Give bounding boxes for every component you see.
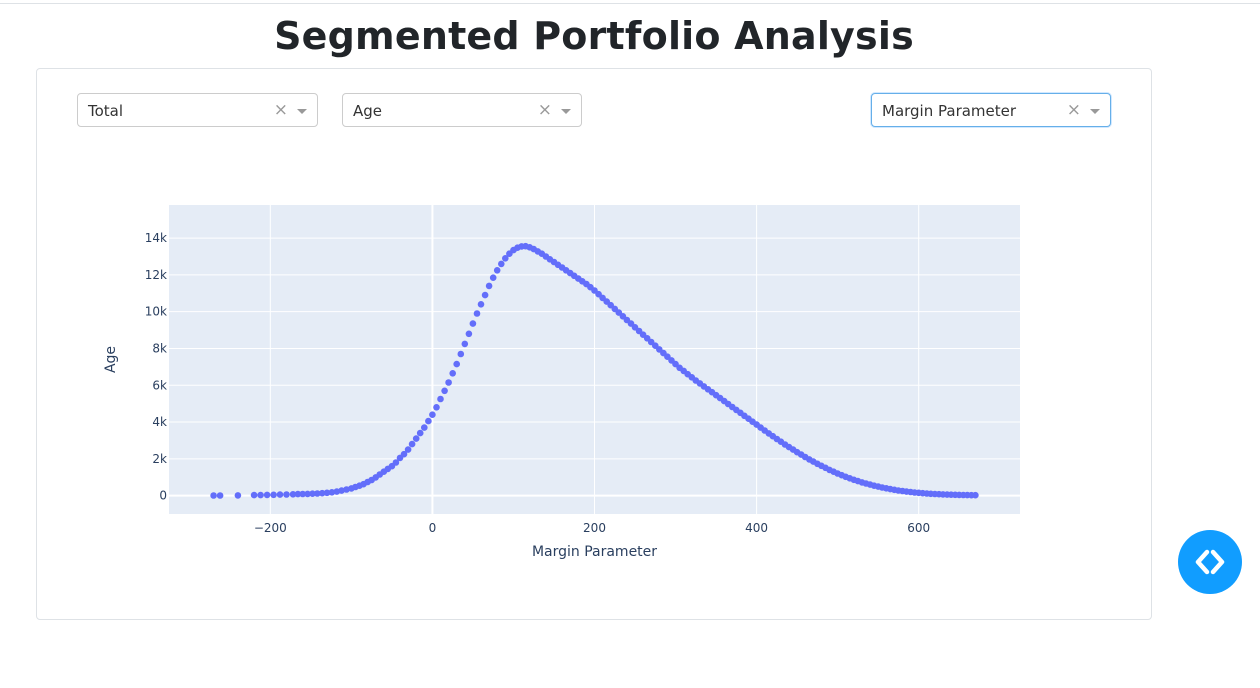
clear-icon[interactable]: × xyxy=(1066,100,1081,120)
y-tick-label: 0 xyxy=(159,489,167,503)
data-point xyxy=(257,491,264,499)
y-tick-label: 14k xyxy=(145,231,167,245)
data-point xyxy=(449,370,457,377)
data-point xyxy=(314,490,321,497)
data-point xyxy=(408,440,416,448)
y-axis-ticks: 0 2k 4k 6k 8k 10k 12k 14k xyxy=(145,231,167,503)
data-point xyxy=(294,490,302,498)
y-tick-label: 8k xyxy=(152,341,167,355)
data-point xyxy=(404,446,412,453)
x-axis-ticks: −200 0 200 400 600 xyxy=(254,521,930,535)
chevron-down-icon[interactable] xyxy=(297,109,307,114)
data-point xyxy=(465,330,473,338)
data-point xyxy=(502,255,509,262)
data-point xyxy=(309,490,316,498)
y-tick-label: 4k xyxy=(152,415,167,429)
x-tick-label: −200 xyxy=(254,521,287,535)
y-tick-label: 10k xyxy=(145,305,167,319)
clear-icon[interactable]: × xyxy=(273,100,288,120)
top-divider xyxy=(0,3,1260,4)
data-point xyxy=(318,489,326,497)
data-point xyxy=(429,411,436,419)
data-points xyxy=(210,242,979,499)
data-point xyxy=(441,387,448,395)
y-axis-dropdown-value: Age xyxy=(353,102,383,120)
x-axis-dropdown[interactable]: Margin Parameter × xyxy=(871,93,1111,127)
x-tick-label: 200 xyxy=(583,521,606,535)
code-icon xyxy=(1195,549,1225,575)
data-point xyxy=(493,267,501,274)
y-tick-label: 12k xyxy=(145,268,167,282)
segment-dropdown[interactable]: Total × xyxy=(77,93,318,127)
data-point xyxy=(299,490,307,498)
data-point xyxy=(469,320,477,327)
data-point xyxy=(485,282,493,290)
data-point xyxy=(323,489,331,497)
scatter-chart: −200 0 200 400 600 0 2k 4k 6k 8k 10k 12k 14k Margin… xyxy=(103,205,1020,560)
y-tick-label: 2k xyxy=(152,452,167,466)
data-point xyxy=(234,492,242,499)
code-toggle-button[interactable] xyxy=(1178,530,1242,594)
data-point xyxy=(425,417,432,425)
x-tick-label: 0 xyxy=(429,521,437,535)
data-point xyxy=(270,491,277,499)
data-point xyxy=(453,360,461,368)
data-point xyxy=(972,491,979,499)
x-axis-dropdown-value: Margin Parameter xyxy=(882,102,1017,120)
data-point xyxy=(416,429,424,437)
segment-dropdown-value: Total xyxy=(88,102,124,120)
data-point xyxy=(276,491,284,498)
data-point xyxy=(412,435,420,442)
data-point xyxy=(283,491,290,498)
data-point xyxy=(250,491,258,499)
data-point xyxy=(263,491,271,499)
data-point xyxy=(210,492,217,499)
data-point xyxy=(498,260,505,268)
clear-icon[interactable]: × xyxy=(537,100,552,120)
data-point xyxy=(457,350,465,358)
data-point xyxy=(473,310,481,317)
y-tick-label: 6k xyxy=(152,378,167,392)
data-point xyxy=(445,379,452,386)
data-point xyxy=(433,404,440,411)
y-axis-dropdown[interactable]: Age × xyxy=(342,93,582,127)
data-point xyxy=(304,490,311,498)
data-point xyxy=(328,489,336,496)
y-axis-label: Age xyxy=(103,346,119,373)
data-point xyxy=(481,291,489,299)
chevron-down-icon[interactable] xyxy=(1090,109,1100,114)
data-point xyxy=(437,395,444,403)
data-point xyxy=(489,274,497,281)
data-point xyxy=(461,340,469,348)
chevron-down-icon[interactable] xyxy=(561,109,571,114)
data-point xyxy=(421,424,428,431)
data-point xyxy=(400,450,408,458)
data-point xyxy=(392,459,400,466)
data-point xyxy=(289,491,297,498)
analysis-card: Total × Age × Margin Parameter × −200 0 20… xyxy=(36,68,1152,620)
data-point xyxy=(477,301,485,308)
page-title: Segmented Portfolio Analysis xyxy=(274,14,914,58)
x-axis-label: Margin Parameter xyxy=(532,544,657,560)
x-tick-label: 600 xyxy=(907,521,930,535)
data-point xyxy=(216,492,224,499)
x-tick-label: 400 xyxy=(745,521,768,535)
